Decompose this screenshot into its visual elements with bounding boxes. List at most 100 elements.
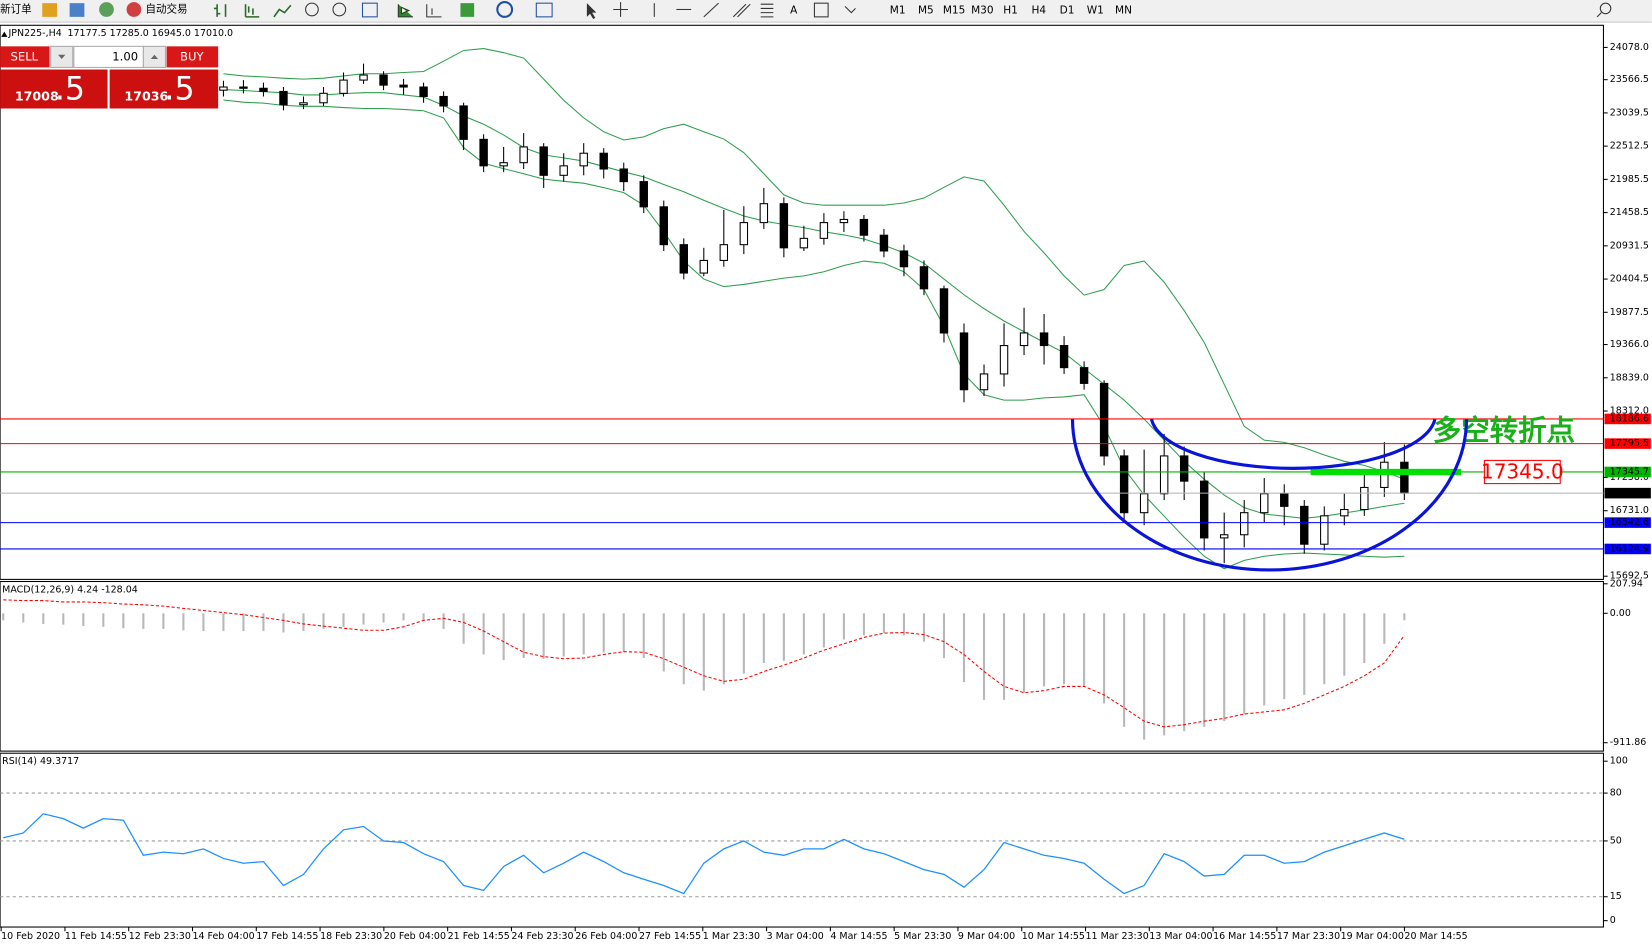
timeframe-button[interactable]: W1: [1087, 5, 1104, 17]
candle-body: [679, 244, 688, 274]
candle-body: [739, 222, 749, 246]
trendline[interactable]: [703, 2, 719, 18]
label-tool[interactable]: [813, 2, 829, 18]
candle-body: [359, 74, 368, 81]
icon[interactable]: [126, 2, 142, 17]
tile[interactable]: [361, 2, 378, 18]
candle-body: [1199, 480, 1209, 539]
icon[interactable]: [42, 3, 57, 17]
candle-body: [659, 206, 668, 246]
x-tick-label: 20 Mar 14:55: [1404, 931, 1467, 942]
y-tick-label: 15: [1610, 891, 1622, 902]
zoom-in[interactable]: [305, 2, 319, 17]
x-tick-label: 4 Mar 14:55: [830, 931, 887, 942]
icon[interactable]: [213, 4, 227, 17]
lot-value: 1.00: [112, 49, 138, 63]
level-label-box: [1604, 466, 1651, 478]
y-tick-label: 21458.5: [1610, 207, 1649, 218]
timeframe-button[interactable]: M5: [918, 5, 934, 17]
candle-body: [599, 152, 608, 170]
y-tick-label: 19877.5: [1610, 307, 1649, 318]
turning-point-bar: [1310, 468, 1462, 476]
icon[interactable]: [244, 4, 260, 18]
x-tick-label: 1 Mar 23:30: [703, 931, 760, 942]
level-label: 17010.0: [1610, 488, 1649, 499]
indicators[interactable]: [460, 3, 475, 17]
zoom-out[interactable]: [332, 2, 347, 17]
symbol-marker: [1, 31, 8, 37]
timeframe-button[interactable]: MN: [1115, 5, 1132, 17]
shift[interactable]: [426, 4, 442, 18]
bollinger-band: [223, 48, 1405, 480]
y-tick-label: 22512.5: [1610, 141, 1649, 152]
text-tool[interactable]: A: [790, 5, 798, 17]
x-tick-label: 12 Feb 23:30: [129, 931, 191, 942]
inner-arc: [1149, 418, 1437, 470]
cursor[interactable]: [586, 3, 597, 19]
candle-body: [399, 84, 408, 88]
y-tick-label: 23566.5: [1610, 74, 1649, 85]
icon[interactable]: [99, 2, 114, 17]
x-tick-label: 14 Feb 04:00: [193, 931, 255, 942]
candle-body: [959, 332, 969, 391]
auto-trading[interactable]: 自动交易: [145, 2, 187, 15]
autoscroll[interactable]: [397, 4, 414, 18]
candle-body: [979, 373, 989, 391]
outer-arc: [1070, 419, 1469, 572]
candle-body: [519, 146, 528, 164]
arrows[interactable]: [844, 5, 856, 14]
ohlc-value: 17285.0: [110, 28, 149, 39]
level-label: 18186.6: [1610, 413, 1649, 424]
ask-frac: .5: [164, 72, 194, 108]
indicator-title: RSI(14) 49.3717: [2, 756, 79, 767]
y-tick-label: 18839.0: [1610, 372, 1649, 383]
x-tick-label: 27 Feb 14:55: [639, 931, 701, 942]
x-tick-label: 26 Feb 04:00: [575, 931, 637, 942]
channel[interactable]: [732, 3, 751, 18]
candle-body: [219, 86, 228, 91]
fibo[interactable]: [760, 3, 774, 18]
y-tick-label: 16731.0: [1610, 505, 1649, 516]
level-label-box: [1604, 543, 1651, 555]
timeframe-button[interactable]: D1: [1060, 5, 1075, 17]
turning-point-box: [1483, 459, 1561, 485]
x-tick-label: 17 Mar 23:30: [1277, 931, 1340, 942]
candle-body: [1340, 509, 1349, 517]
x-tick-label: 20 Feb 04:00: [384, 931, 446, 942]
timeframe-button[interactable]: H1: [1003, 5, 1018, 17]
timeframe-button[interactable]: M30: [971, 5, 993, 17]
timeframe-button[interactable]: H4: [1031, 5, 1046, 17]
x-tick-label: 5 Mar 23:30: [894, 931, 951, 942]
candle-body: [479, 138, 488, 167]
y-tick-label: 0: [1610, 915, 1616, 926]
buy-button[interactable]: [166, 46, 219, 68]
icon[interactable]: [69, 3, 85, 17]
timeframes: M1 M5 M15 M30 H1 H4 D1 W1 MN: [890, 5, 1132, 17]
plot-layer: JPN225-,H4 17177.5 17285.0 16945.0 17010.024…: [0, 28, 1651, 942]
y-tick-label: 19366.0: [1610, 339, 1649, 350]
x-tick-label: 18 Feb 23:30: [320, 931, 382, 942]
level-label-box: [1604, 487, 1651, 499]
y-tick-label: 24078.0: [1610, 42, 1649, 53]
candle-body: [1039, 332, 1049, 347]
templates[interactable]: [535, 2, 553, 18]
timeframe-button[interactable]: M15: [943, 5, 965, 17]
level-label-box: [1604, 413, 1651, 425]
timeframe-button[interactable]: M1: [890, 5, 906, 17]
icon[interactable]: [273, 4, 292, 18]
candle-body: [1179, 455, 1189, 482]
periods[interactable]: [496, 1, 514, 18]
y-tick-label: 21985.5: [1610, 174, 1649, 185]
search[interactable]: [1599, 2, 1612, 15]
y-tick-label: 207.94: [1610, 578, 1643, 589]
crosshair[interactable]: [613, 2, 628, 17]
sell-price-box[interactable]: [0, 69, 108, 109]
candle-body: [1059, 345, 1069, 369]
sell-button[interactable]: [0, 46, 50, 68]
candle-body: [339, 79, 348, 94]
new-order[interactable]: 新订单: [0, 2, 32, 15]
x-tick-label: 3 Mar 04:00: [767, 931, 824, 942]
buy-price-box[interactable]: [109, 69, 219, 109]
